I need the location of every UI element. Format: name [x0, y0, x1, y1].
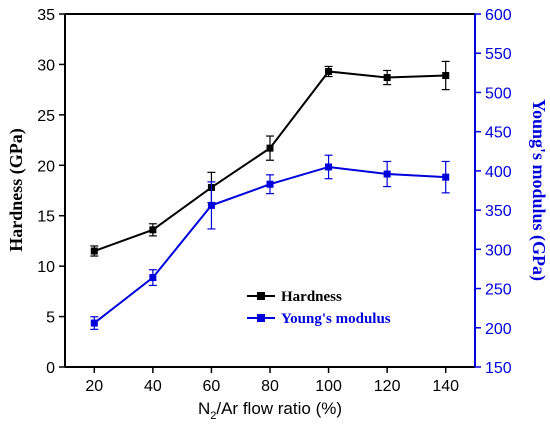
right-y-tick-label: 600 [485, 7, 512, 24]
x-axis-title-main: N [198, 399, 210, 418]
hardness-data-point [442, 72, 450, 80]
x-axis-title-rest: /Ar flow ratio (%) [216, 399, 342, 418]
right-y-tick-label: 500 [485, 85, 512, 102]
legend-label-hardness: Hardness [281, 289, 342, 305]
left-y-tick-label: 20 [37, 158, 55, 175]
right-y-tick-label: 150 [485, 360, 512, 377]
modulus-data-point [383, 170, 391, 178]
left-y-tick-label: 30 [37, 57, 55, 74]
hardness-data-point [325, 67, 333, 75]
right-y-tick-label: 200 [485, 321, 512, 338]
right-y-tick-label: 400 [485, 164, 512, 181]
legend-marker-modulus [257, 314, 265, 322]
x-tick-label: 140 [432, 378, 459, 395]
modulus-data-point [266, 180, 274, 188]
right-y-tick-label: 350 [485, 203, 512, 220]
modulus-data-point [442, 173, 450, 181]
legend-marker-hardness [257, 292, 265, 300]
x-tick-label: 40 [144, 378, 162, 395]
hardness-data-point [383, 74, 391, 82]
left-y-ticks: 0 5 10 15 20 25 30 35 [37, 7, 65, 377]
left-y-tick-label: 10 [37, 259, 55, 276]
left-y-tick-label: 35 [37, 7, 55, 24]
hardness-data-point [90, 247, 98, 255]
hardness-series-line [93, 70, 446, 252]
right-y-axis-title: Young's modulus (GPa) [528, 99, 549, 281]
right-y-tick-label: 450 [485, 125, 512, 142]
plot-frame [64, 13, 476, 368]
hardness-data-point [266, 144, 274, 152]
left-y-tick-label: 5 [46, 310, 55, 327]
x-axis-title: N2/Ar flow ratio (%) [198, 399, 342, 422]
right-y-tick-label: 550 [485, 46, 512, 63]
modulus-data-point [325, 163, 333, 171]
right-y-ticks: 150 200 250 300 350 400 450 500 550 600 [475, 7, 512, 377]
right-y-tick-label: 250 [485, 282, 512, 299]
left-y-axis-title: Hardness (GPa) [6, 128, 27, 252]
x-tick-label: 120 [374, 378, 401, 395]
x-tick-label: 100 [315, 378, 342, 395]
right-y-tick-label: 300 [485, 242, 512, 259]
left-y-tick-label: 25 [37, 108, 55, 125]
x-tick-label: 20 [85, 378, 103, 395]
x-axis-title-subscript: 2 [210, 410, 216, 422]
x-tick-label: 60 [203, 378, 221, 395]
left-y-tick-label: 0 [46, 360, 55, 377]
x-ticks: 20 40 60 80 100 120 140 [85, 367, 459, 395]
modulus-data-point [207, 201, 215, 209]
legend: Hardness Young's modulus [247, 289, 391, 327]
hardness-data-point [149, 226, 157, 234]
series-layer [90, 60, 450, 330]
modulus-data-point [90, 319, 98, 327]
modulus-data-point [149, 274, 157, 282]
left-y-tick-label: 15 [37, 209, 55, 226]
x-tick-label: 80 [261, 378, 279, 395]
legend-label-modulus: Young's modulus [281, 311, 391, 327]
